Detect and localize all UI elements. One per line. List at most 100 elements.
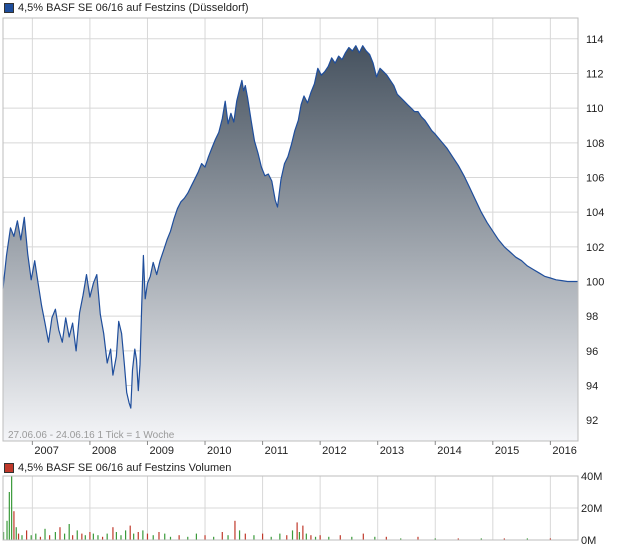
volume-bar: [112, 527, 114, 540]
volume-bar: [213, 536, 215, 540]
volume-bar: [59, 527, 61, 540]
price-x-tick-label: 2008: [92, 445, 116, 457]
price-y-tick-label: 100: [586, 277, 604, 289]
volume-bar: [49, 535, 51, 540]
price-x-axis: 2007 2008 2009 2010 2011 2012 2013 2014 2015 2016: [31, 441, 577, 457]
volume-bar: [39, 536, 42, 540]
chart-footnote: 27.06.06 - 24.06.16 1 Tick = 1 Woche: [8, 430, 175, 441]
price-x-tick-label: 2013: [380, 445, 404, 457]
price-y-tick-label: 114: [586, 34, 604, 46]
volume-bar: [30, 535, 32, 540]
price-x-tick-label: 2011: [265, 445, 289, 457]
volume-bar: [362, 533, 364, 540]
price-y-tick-label: 96: [586, 346, 598, 358]
volume-y-tick-label: 40M: [581, 471, 602, 483]
volume-bar: [279, 533, 281, 540]
price-chart-title: 4,5% BASF SE 06/16 auf Festzins (Düsseld…: [18, 2, 249, 14]
volume-bar: [76, 530, 78, 540]
volume-bar: [81, 533, 83, 540]
volume-bar: [314, 536, 317, 540]
volume-bar: [244, 533, 246, 540]
volume-bar: [101, 536, 104, 540]
price-y-tick-label: 104: [586, 207, 604, 219]
volume-grid: [3, 475, 578, 541]
volume-bar: [227, 535, 229, 540]
volume-bar: [44, 528, 46, 540]
volume-bar: [457, 538, 459, 540]
volume-y-tick-label: 20M: [581, 503, 602, 515]
volume-y-tick-label: 0M: [581, 535, 596, 546]
volume-bar: [319, 535, 321, 540]
volume-bar: [374, 536, 376, 540]
volume-bar: [137, 532, 139, 540]
volume-bar: [526, 538, 528, 540]
volume-bar: [234, 520, 236, 540]
volume-bar: [146, 533, 149, 540]
price-y-axis: 92 94 96 98 100 102 104 106 108 110 112 114: [586, 34, 604, 427]
volume-bar: [97, 535, 99, 540]
volume-bar: [84, 535, 86, 540]
price-x-tick-label: 2009: [149, 445, 173, 457]
volume-bar: [63, 533, 66, 540]
price-legend-swatch: [4, 3, 14, 13]
price-legend: 4,5% BASF SE 06/16 auf Festzins (Düsseld…: [4, 1, 249, 15]
volume-bar: [6, 520, 8, 540]
volume-legend: 4,5% BASF SE 06/16 auf Festzins Volumen: [4, 461, 231, 475]
price-x-tick-label: 2012: [322, 445, 346, 457]
price-y-tick-label: 102: [586, 242, 604, 254]
volume-bar: [15, 527, 17, 540]
volume-bar: [106, 533, 108, 540]
volume-bar: [221, 532, 223, 540]
price-x-tick-label: 2016: [552, 445, 576, 457]
volume-bar: [2, 532, 5, 540]
volume-bar: [72, 535, 74, 540]
price-y-tick-label: 94: [586, 381, 598, 393]
price-plot-frame: [2, 17, 579, 442]
volume-bar: [480, 538, 482, 540]
price-x-tick-label: 2010: [207, 445, 231, 457]
volume-bar: [286, 535, 288, 540]
volume-bar: [115, 532, 117, 540]
volume-bar: [328, 536, 330, 540]
price-y-tick-label: 92: [586, 415, 598, 427]
volume-bar: [152, 535, 154, 540]
volume-bar: [298, 532, 301, 540]
volume-bar: [305, 533, 307, 540]
volume-bar: [54, 532, 56, 540]
volume-bar: [8, 492, 10, 540]
price-y-tick-label: 108: [586, 138, 604, 150]
volume-plot-frame: [2, 475, 579, 541]
volume-bar: [434, 538, 436, 540]
volume-bar: [187, 536, 189, 540]
volume-bar: [25, 530, 28, 540]
price-x-tick-label: 2014: [437, 445, 461, 457]
price-y-tick-label: 112: [586, 68, 604, 80]
volume-bar: [261, 533, 264, 540]
volume-bar: [417, 536, 419, 540]
price-area-fill: [3, 45, 578, 441]
price-area-group: [2, 45, 578, 441]
volume-bar: [124, 530, 127, 540]
volume-bar: [92, 533, 94, 540]
volume-bar: [129, 525, 131, 540]
price-y-tick-label: 106: [586, 172, 604, 184]
price-y-tick-label: 98: [586, 311, 598, 323]
volume-bar: [158, 532, 160, 540]
volume-bar: [17, 533, 20, 540]
volume-bar: [204, 535, 206, 540]
volume-bar: [89, 532, 91, 540]
volume-bar: [195, 533, 197, 540]
volume-bar: [13, 511, 15, 540]
volume-bar: [270, 536, 272, 540]
volume-bar: [68, 524, 70, 540]
volume-bar: [238, 530, 241, 540]
volume-bar: [164, 533, 166, 540]
volume-y-axis: 40M 20M 0M: [581, 471, 602, 546]
volume-bar: [120, 535, 122, 540]
volume-bar: [35, 533, 37, 540]
volume-bar: [253, 535, 255, 540]
volume-bar: [503, 538, 505, 540]
volume-bars: [2, 476, 551, 540]
volume-bar: [385, 536, 387, 540]
